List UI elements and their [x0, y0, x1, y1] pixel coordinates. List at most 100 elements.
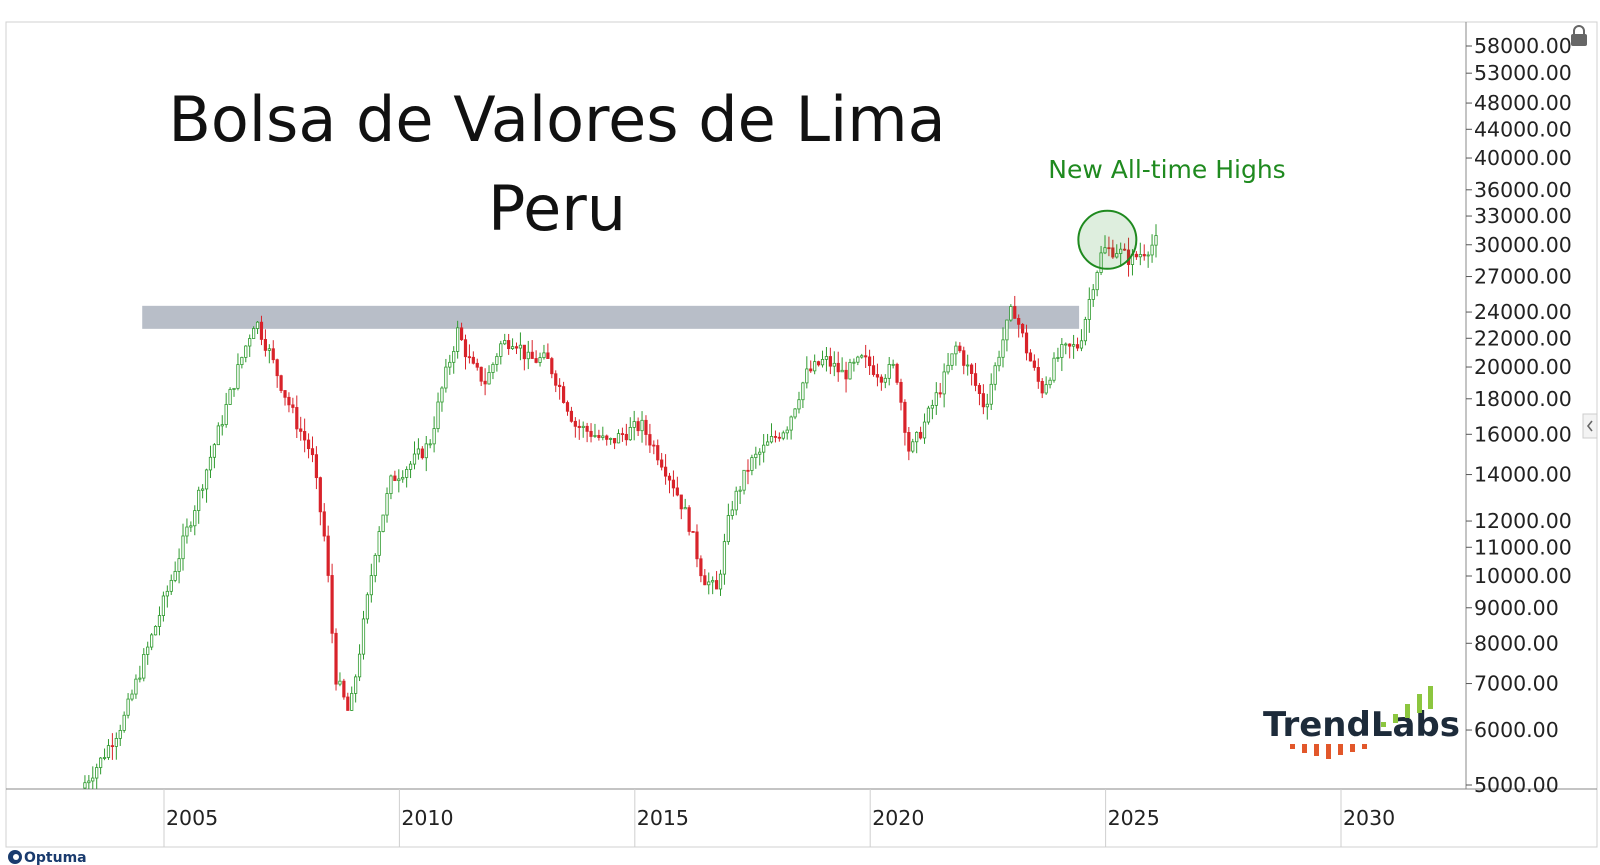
candle-down — [652, 444, 656, 447]
candle-up — [150, 634, 154, 648]
candle-down — [283, 390, 287, 398]
candle-up — [169, 579, 173, 592]
candle-up — [1009, 306, 1013, 321]
candle-up — [510, 346, 515, 350]
candle-up — [730, 509, 734, 516]
candle-up — [448, 361, 452, 368]
candle-up — [946, 364, 950, 373]
candle-down — [534, 358, 538, 363]
candle-down — [875, 374, 880, 378]
candle-down — [393, 475, 397, 482]
logo-bar-red — [1362, 744, 1367, 749]
candle-up — [781, 432, 785, 439]
candle-up — [385, 493, 389, 516]
logo-bar-red — [1326, 744, 1331, 759]
candle-down — [530, 351, 534, 359]
candle-up — [1099, 252, 1103, 273]
x-tick-label: 2020 — [872, 806, 924, 830]
candle-up — [361, 618, 366, 655]
candle-up — [255, 321, 260, 329]
candle-down — [895, 363, 899, 383]
logo-bar-red — [1314, 744, 1319, 756]
candle-up — [236, 364, 240, 389]
candle-up — [134, 678, 138, 695]
candle-up — [389, 475, 393, 495]
trendlabs-logo: TrendLabs — [1263, 686, 1460, 759]
candle-up — [1072, 344, 1076, 347]
candle-up — [142, 654, 146, 679]
logo-bar-green — [1393, 714, 1398, 723]
candle-up — [758, 451, 762, 455]
collapse-panel-icon[interactable] — [1582, 413, 1598, 439]
candle-down — [314, 454, 319, 479]
candle-up — [840, 369, 844, 373]
candle-up — [891, 363, 895, 366]
y-tick-label: 58000.00 — [1474, 34, 1572, 58]
candle-up — [593, 435, 597, 437]
candle-down — [605, 435, 609, 440]
candle-down — [970, 364, 974, 374]
candle-down — [938, 392, 942, 395]
candle-down — [903, 401, 907, 433]
candle-up — [228, 389, 232, 405]
candle-down — [879, 376, 883, 383]
y-tick-label: 53000.00 — [1474, 61, 1572, 85]
candle-up — [1103, 247, 1107, 254]
candle-up — [220, 424, 224, 427]
candle-down — [1021, 323, 1025, 334]
y-tick-label: 12000.00 — [1474, 509, 1572, 533]
candle-up — [452, 350, 456, 363]
candle-up — [824, 356, 829, 360]
candle-up — [189, 525, 193, 528]
candle-down — [816, 361, 821, 366]
logo-bar-green — [1428, 686, 1433, 709]
candle-down — [573, 420, 577, 427]
candle-down — [1107, 247, 1111, 250]
candle-down — [624, 433, 628, 441]
candle-up — [153, 626, 158, 636]
candle-up — [911, 441, 915, 452]
candle-down — [844, 369, 848, 380]
candle-down — [459, 327, 464, 341]
candle-up — [405, 469, 409, 478]
candle-up — [1095, 272, 1099, 291]
candle-up — [369, 575, 373, 596]
candle-up — [412, 453, 417, 465]
candle-up — [707, 581, 711, 586]
y-tick-label: 20000.00 — [1474, 355, 1572, 379]
candle-down — [691, 531, 695, 533]
candle-up — [922, 421, 927, 439]
candle-up — [499, 343, 503, 357]
candle-up — [338, 680, 342, 685]
candle-down — [777, 436, 781, 439]
candle-down — [867, 356, 872, 367]
candle-up — [1056, 357, 1060, 359]
candle-down — [299, 428, 303, 432]
candle-down — [1036, 367, 1040, 382]
candle-down — [1017, 317, 1021, 325]
candle-down — [620, 433, 625, 435]
candle-up — [628, 427, 632, 441]
candle-down — [342, 680, 346, 698]
logo-bar-green — [1381, 722, 1386, 727]
candle-up — [785, 429, 789, 434]
candle-up — [765, 441, 770, 446]
candle-down — [714, 580, 719, 590]
candle-up — [244, 345, 248, 358]
candle-down — [346, 696, 350, 711]
candle-down — [287, 396, 291, 406]
lock-icon[interactable] — [1571, 25, 1587, 46]
candle-up — [942, 371, 946, 395]
candle-down — [973, 373, 978, 386]
candle-up — [432, 428, 436, 445]
candle-up — [487, 372, 491, 385]
candle-up — [609, 438, 613, 440]
candle-up — [428, 443, 432, 446]
candle-up — [1091, 289, 1095, 300]
candle-up — [754, 453, 758, 458]
candle-up — [997, 356, 1001, 367]
candle-up — [1044, 384, 1048, 394]
candle-up — [993, 365, 997, 385]
candle-up — [126, 698, 130, 716]
candle-up — [526, 351, 530, 360]
